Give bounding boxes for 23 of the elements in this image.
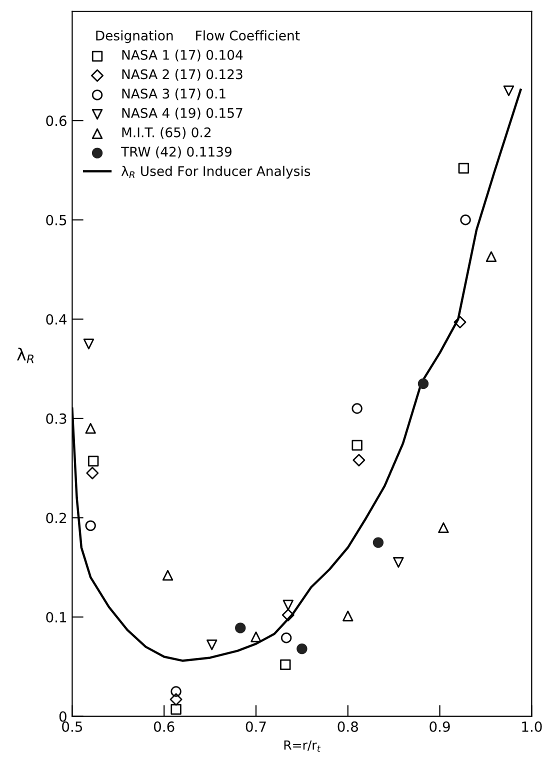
y-tick-label: 0.1 bbox=[46, 612, 66, 622]
legend-label: NASA 1 (17) 0.104 bbox=[122, 50, 243, 62]
legend-label: NASA 3 (17) 0.1 bbox=[122, 88, 226, 100]
y-tick-label: 0.2 bbox=[46, 512, 66, 524]
x-tick-label: 0.6 bbox=[154, 721, 174, 732]
legend-label: NASA 4 (19) 0.157 bbox=[122, 108, 242, 120]
y-tick-label: 0.5 bbox=[46, 214, 66, 226]
legend-label: TRW (42) 0.1139 bbox=[120, 146, 232, 158]
legend-label: λ$_{R}$ Used For Inducer Analysis bbox=[121, 166, 310, 179]
x-tick-label: 1.0 bbox=[522, 721, 542, 732]
x-tick-label: 0.7 bbox=[246, 721, 266, 732]
legend-title: Designation Flow Coefficient bbox=[96, 30, 300, 44]
x-tick-label: 0.5 bbox=[62, 721, 82, 732]
y-axis-title: λ$_{R}$ bbox=[16, 348, 34, 364]
y-tick-label: 0.6 bbox=[46, 116, 66, 126]
x-tick-label: 0.8 bbox=[338, 721, 358, 732]
legend-label: NASA 2 (17) 0.123 bbox=[122, 69, 242, 81]
y-tick-label: 0.3 bbox=[46, 413, 66, 424]
legend-label: M.I.T. (65) 0.2 bbox=[122, 127, 211, 139]
x-tick-label: 0.9 bbox=[430, 721, 450, 732]
y-tick-label: 0 bbox=[59, 711, 66, 722]
x-axis-title: R=r/r$_{t}$ bbox=[284, 740, 321, 752]
y-tick-label: 0.4 bbox=[46, 314, 67, 325]
